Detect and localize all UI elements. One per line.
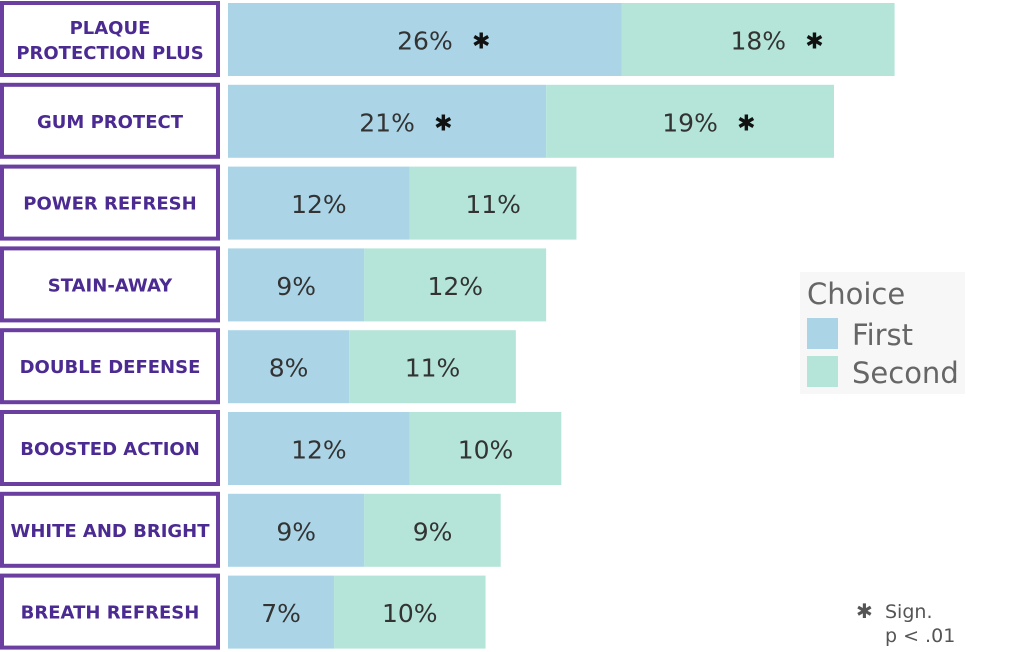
data-label: 12% [291,190,347,219]
category-label: PLAQUE [70,18,151,39]
data-label: 10% [382,599,438,628]
bar-segment-second [621,3,895,76]
category-label-box [0,82,220,159]
category-label: POWER REFRESH [23,194,196,215]
bar-segment-second [349,330,516,404]
category-label-box [0,246,220,323]
category-label: BOOSTED ACTION [20,439,200,460]
bar-segment-second [409,412,562,485]
significance-note-line-2: p < .01 [885,625,955,647]
legend-swatch-first [807,318,838,349]
bar-segment-first [228,166,410,240]
bar-segment-first [228,493,365,567]
bar-segment-first [228,412,410,485]
significance-star-icon: ✱ [805,30,823,55]
category-label-box [0,491,220,568]
legend-label-first: First [852,318,913,352]
category-label-box [0,328,220,405]
data-label: 11% [405,354,461,383]
legend: Choice First Second [800,272,965,394]
significance-star-icon: ✱ [737,111,755,136]
data-label: 10% [458,436,514,465]
bar-segment-first [228,3,622,76]
category-label: GUM PROTECT [37,112,184,133]
bar-segment-first [228,575,335,649]
bar-segment-second [364,248,547,322]
data-label: 21% [359,108,415,137]
legend-title: Choice [807,277,905,311]
legend-swatch-second [807,356,838,387]
data-label: 26% [397,27,453,56]
chart-row: BREATH REFRESH 7% 10% [0,573,486,650]
chart-row: GUM PROTECT 21% ✱ 19% ✱ [0,82,834,159]
chart-row: STAIN-AWAY 9% 12% [0,246,547,323]
significance-note-line-1: Sign. [885,601,932,623]
category-label-box [0,1,220,77]
data-label: 9% [413,517,453,546]
bar-segment-second [364,493,501,567]
data-label: 9% [276,272,316,301]
significance-symbol-icon: ✱ [856,599,873,623]
data-label: 18% [730,27,786,56]
category-label-box [0,164,220,241]
category-label: DOUBLE DEFENSE [20,357,201,378]
bar-segment-first [228,84,547,158]
data-label: 7% [261,599,301,628]
data-label: 12% [291,436,347,465]
category-label-box [0,573,220,650]
bar-segment-first [228,248,365,322]
chart-row: BOOSTED ACTION 12% 10% [0,410,562,486]
category-label: STAIN-AWAY [48,275,173,296]
category-label: WHITE AND BRIGHT [10,521,210,542]
category-label-box [0,410,220,486]
category-label: PROTECTION PLUS [16,43,203,64]
category-label: BREATH REFRESH [21,603,200,624]
data-label: 9% [276,517,316,546]
data-label: 11% [465,190,521,219]
chart-row: POWER REFRESH 12% 11% [0,164,577,241]
legend-label-second: Second [852,356,959,390]
chart-row: WHITE AND BRIGHT 9% 9% [0,491,501,568]
bar-segment-second [546,84,834,158]
data-label: 12% [427,272,483,301]
significance-star-icon: ✱ [434,111,452,136]
chart-row: DOUBLE DEFENSE 8% 11% [0,328,516,405]
data-label: 8% [269,354,309,383]
significance-note: ✱ Sign. p < .01 [856,599,955,647]
data-label: 19% [662,108,718,137]
bar-segment-second [409,166,577,240]
significance-star-icon: ✱ [472,30,490,55]
bar-segment-second [334,575,486,649]
chart-row: PLAQUE PROTECTION PLUS 26% ✱ 18% ✱ [0,1,895,77]
bar-segment-first [228,330,350,404]
